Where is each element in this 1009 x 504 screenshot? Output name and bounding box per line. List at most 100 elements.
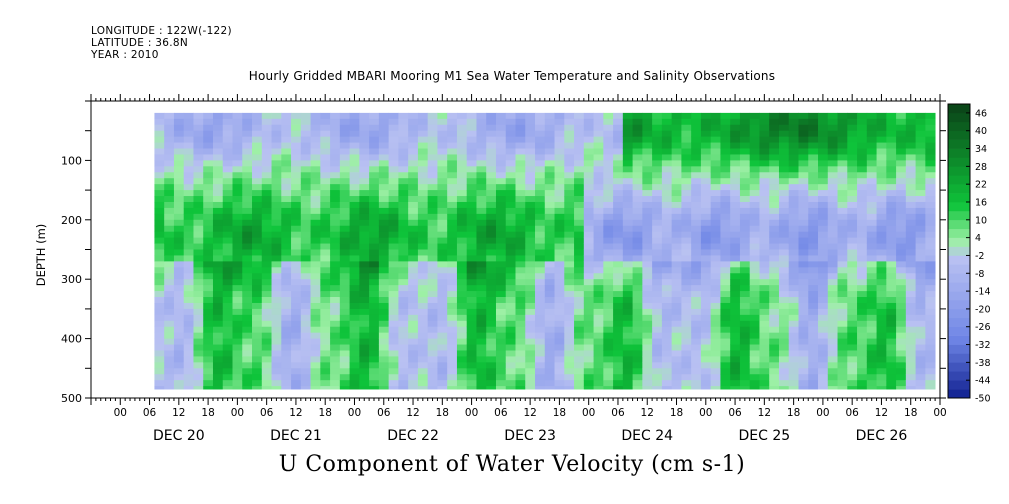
heatmap-cell bbox=[622, 190, 633, 197]
heatmap-cell bbox=[759, 184, 770, 191]
heatmap-cell bbox=[671, 243, 682, 250]
heatmap-cell bbox=[720, 368, 731, 375]
heatmap-cell bbox=[515, 237, 526, 244]
heatmap-cell bbox=[700, 160, 712, 167]
heatmap-cell bbox=[876, 302, 887, 310]
heatmap-cell bbox=[632, 178, 643, 185]
heatmap-cell bbox=[378, 142, 390, 149]
heatmap-cell bbox=[876, 148, 887, 155]
heatmap-cell bbox=[730, 374, 741, 381]
heatmap-cell bbox=[691, 207, 702, 215]
heatmap-cell bbox=[271, 249, 282, 256]
heatmap-cell bbox=[486, 207, 497, 215]
heatmap-cell bbox=[515, 297, 526, 304]
heatmap-cell bbox=[905, 118, 916, 126]
heatmap-cell bbox=[661, 166, 673, 173]
heatmap-cell bbox=[398, 285, 409, 292]
heatmap-cell bbox=[369, 213, 380, 221]
heatmap-cell bbox=[466, 267, 477, 274]
heatmap-cell bbox=[886, 267, 897, 274]
heatmap-cell bbox=[427, 297, 438, 304]
heatmap-cell bbox=[222, 243, 233, 250]
heatmap-cell bbox=[710, 213, 721, 221]
heatmap-cell bbox=[242, 112, 253, 120]
heatmap-cell bbox=[886, 291, 897, 298]
heatmap-cell bbox=[583, 302, 594, 310]
heatmap-cell bbox=[203, 344, 214, 351]
heatmap-cell bbox=[603, 261, 614, 268]
heatmap-cell bbox=[778, 297, 790, 304]
heatmap-cell bbox=[330, 237, 341, 244]
heatmap-cell bbox=[925, 338, 936, 345]
heatmap-cell bbox=[349, 207, 360, 215]
heatmap-cell bbox=[896, 267, 907, 274]
heatmap-cell bbox=[681, 285, 692, 292]
heatmap-cell bbox=[193, 231, 204, 239]
heatmap-cell bbox=[271, 291, 282, 298]
heatmap-cell bbox=[408, 243, 419, 250]
heatmap-cell bbox=[700, 213, 712, 221]
heatmap-cell bbox=[886, 112, 897, 120]
heatmap-cell bbox=[593, 356, 604, 363]
heatmap-cell bbox=[320, 142, 331, 149]
heatmap-cell bbox=[778, 255, 790, 262]
heatmap-cell bbox=[613, 178, 624, 185]
heatmap-cell bbox=[652, 308, 663, 316]
heatmap-cell bbox=[925, 291, 936, 298]
heatmap-cell bbox=[583, 297, 594, 304]
heatmap-cell bbox=[339, 368, 350, 375]
heatmap-cell bbox=[183, 308, 194, 316]
heatmap-cell bbox=[671, 362, 682, 369]
heatmap-cell bbox=[564, 225, 575, 233]
heatmap-cell bbox=[681, 374, 692, 381]
heatmap-cell bbox=[769, 160, 780, 167]
heatmap-cell bbox=[876, 130, 887, 138]
heatmap-cell bbox=[495, 356, 507, 363]
heatmap-cell bbox=[437, 362, 448, 369]
heatmap-cell bbox=[203, 273, 214, 280]
heatmap-cell bbox=[730, 124, 741, 132]
heatmap-cell bbox=[535, 237, 546, 244]
heatmap-cell bbox=[759, 160, 770, 167]
heatmap-cell bbox=[173, 124, 185, 132]
heatmap-cell bbox=[261, 291, 272, 298]
heatmap-cell bbox=[554, 279, 565, 286]
heatmap-cell bbox=[378, 291, 390, 298]
heatmap-cell bbox=[320, 297, 331, 304]
heatmap-cell bbox=[437, 332, 448, 339]
heatmap-cell bbox=[515, 374, 526, 381]
heatmap-cell bbox=[447, 261, 458, 268]
heatmap-cell bbox=[564, 350, 575, 357]
heatmap-cell bbox=[583, 291, 594, 298]
heatmap-cell bbox=[886, 184, 897, 191]
heatmap-cell bbox=[486, 178, 497, 185]
heatmap-cell bbox=[466, 255, 477, 262]
heatmap-cell bbox=[564, 380, 575, 387]
heatmap-cell bbox=[622, 172, 633, 179]
colorbar-band bbox=[948, 344, 970, 354]
heatmap-cell bbox=[652, 320, 663, 328]
heatmap-cell bbox=[515, 255, 526, 262]
heatmap-cell bbox=[798, 273, 809, 280]
heatmap-cell bbox=[495, 362, 507, 369]
heatmap-cell bbox=[700, 356, 712, 363]
heatmap-cell bbox=[554, 148, 565, 155]
heatmap-cell bbox=[749, 338, 760, 345]
heatmap-cell bbox=[564, 249, 575, 256]
heatmap-cell bbox=[866, 237, 877, 244]
heatmap-cell bbox=[778, 267, 790, 274]
heatmap-cell bbox=[271, 285, 282, 292]
heatmap-cell bbox=[896, 207, 907, 215]
heatmap-cell bbox=[408, 255, 419, 262]
heatmap-cell bbox=[339, 166, 350, 173]
heatmap-cell bbox=[720, 166, 731, 173]
heatmap-cell bbox=[154, 297, 165, 304]
heatmap-cell bbox=[466, 160, 477, 167]
heatmap-cell bbox=[798, 368, 809, 375]
heatmap-cell bbox=[720, 291, 731, 298]
heatmap-cell bbox=[769, 213, 780, 221]
heatmap-cell bbox=[847, 136, 858, 143]
heatmap-cell bbox=[300, 308, 311, 316]
heatmap-cell bbox=[203, 356, 214, 363]
heatmap-cell bbox=[476, 112, 487, 120]
